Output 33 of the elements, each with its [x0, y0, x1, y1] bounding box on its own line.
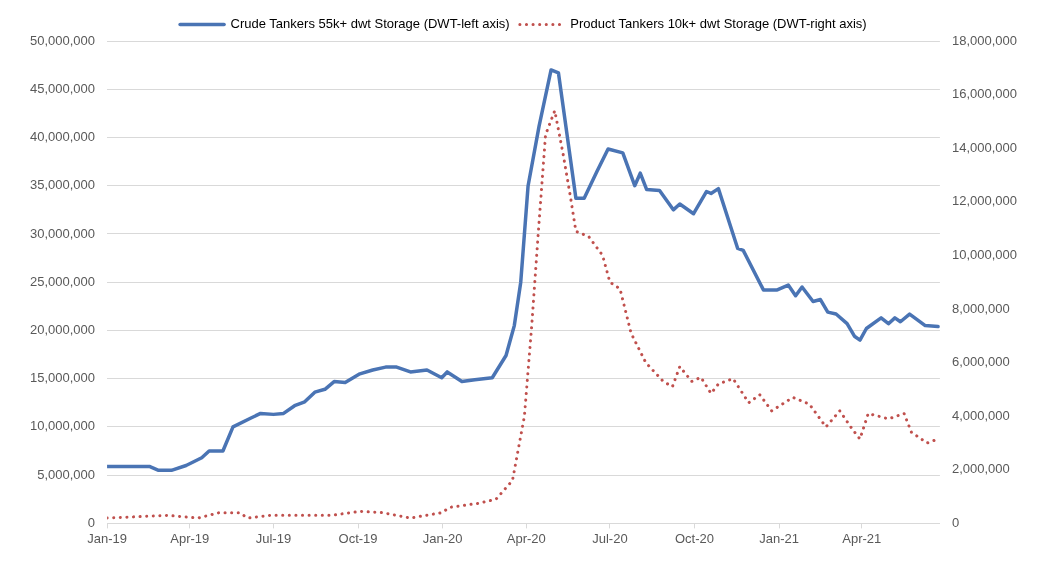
y2-tick-label: 16,000,000 [951, 86, 1018, 102]
y2-tick-label: 4,000,000 [951, 407, 1010, 423]
y2-tick-label: 18,000,000 [951, 32, 1018, 48]
y-tick-label: 10,000,000 [29, 418, 96, 434]
x-tick-label: Jul-19 [255, 530, 292, 546]
x-tick-label: Oct-19 [338, 530, 378, 546]
x-tick-label: Jul-20 [592, 530, 628, 546]
y-tick-label: 25,000,000 [29, 273, 96, 289]
y-tick-label: 20,000,000 [29, 322, 96, 338]
y-tick-label: 30,000,000 [29, 225, 96, 241]
y-tick-label: 5,000,000 [37, 466, 96, 482]
x-tick-label: Apr-19 [170, 530, 210, 546]
y2-tick-label: 14,000,000 [951, 139, 1018, 155]
legend-label: Crude Tankers 55k+ dwt Storage (DWT-left axis) [230, 16, 510, 32]
y2-tick-label: 6,000,000 [951, 354, 1010, 370]
x-tick-label: Jan-20 [422, 530, 463, 546]
x-tick-label: Oct-20 [674, 530, 714, 546]
y2-tick-label: 12,000,000 [951, 193, 1018, 209]
x-tick-label: Apr-21 [842, 530, 882, 546]
y-tick-label: 0 [87, 514, 96, 530]
x-tick-label: Jan-19 [87, 530, 127, 546]
y-tick-label: 45,000,000 [29, 80, 96, 96]
x-tick-label: Jan-21 [759, 530, 799, 546]
y2-tick-label: 10,000,000 [951, 246, 1018, 262]
y2-tick-label: 8,000,000 [951, 300, 1010, 316]
y-tick-label: 35,000,000 [29, 177, 96, 193]
legend-label: Product Tankers 10k+ dwt Storage (DWT-right axis) [570, 16, 867, 32]
y-tick-label: 40,000,000 [29, 129, 96, 145]
y-tick-label: 15,000,000 [29, 370, 96, 386]
y-tick-label: 50,000,000 [29, 32, 96, 48]
y2-tick-label: 0 [951, 514, 960, 530]
x-tick-label: Apr-20 [506, 530, 546, 546]
y2-tick-label: 2,000,000 [951, 461, 1010, 477]
